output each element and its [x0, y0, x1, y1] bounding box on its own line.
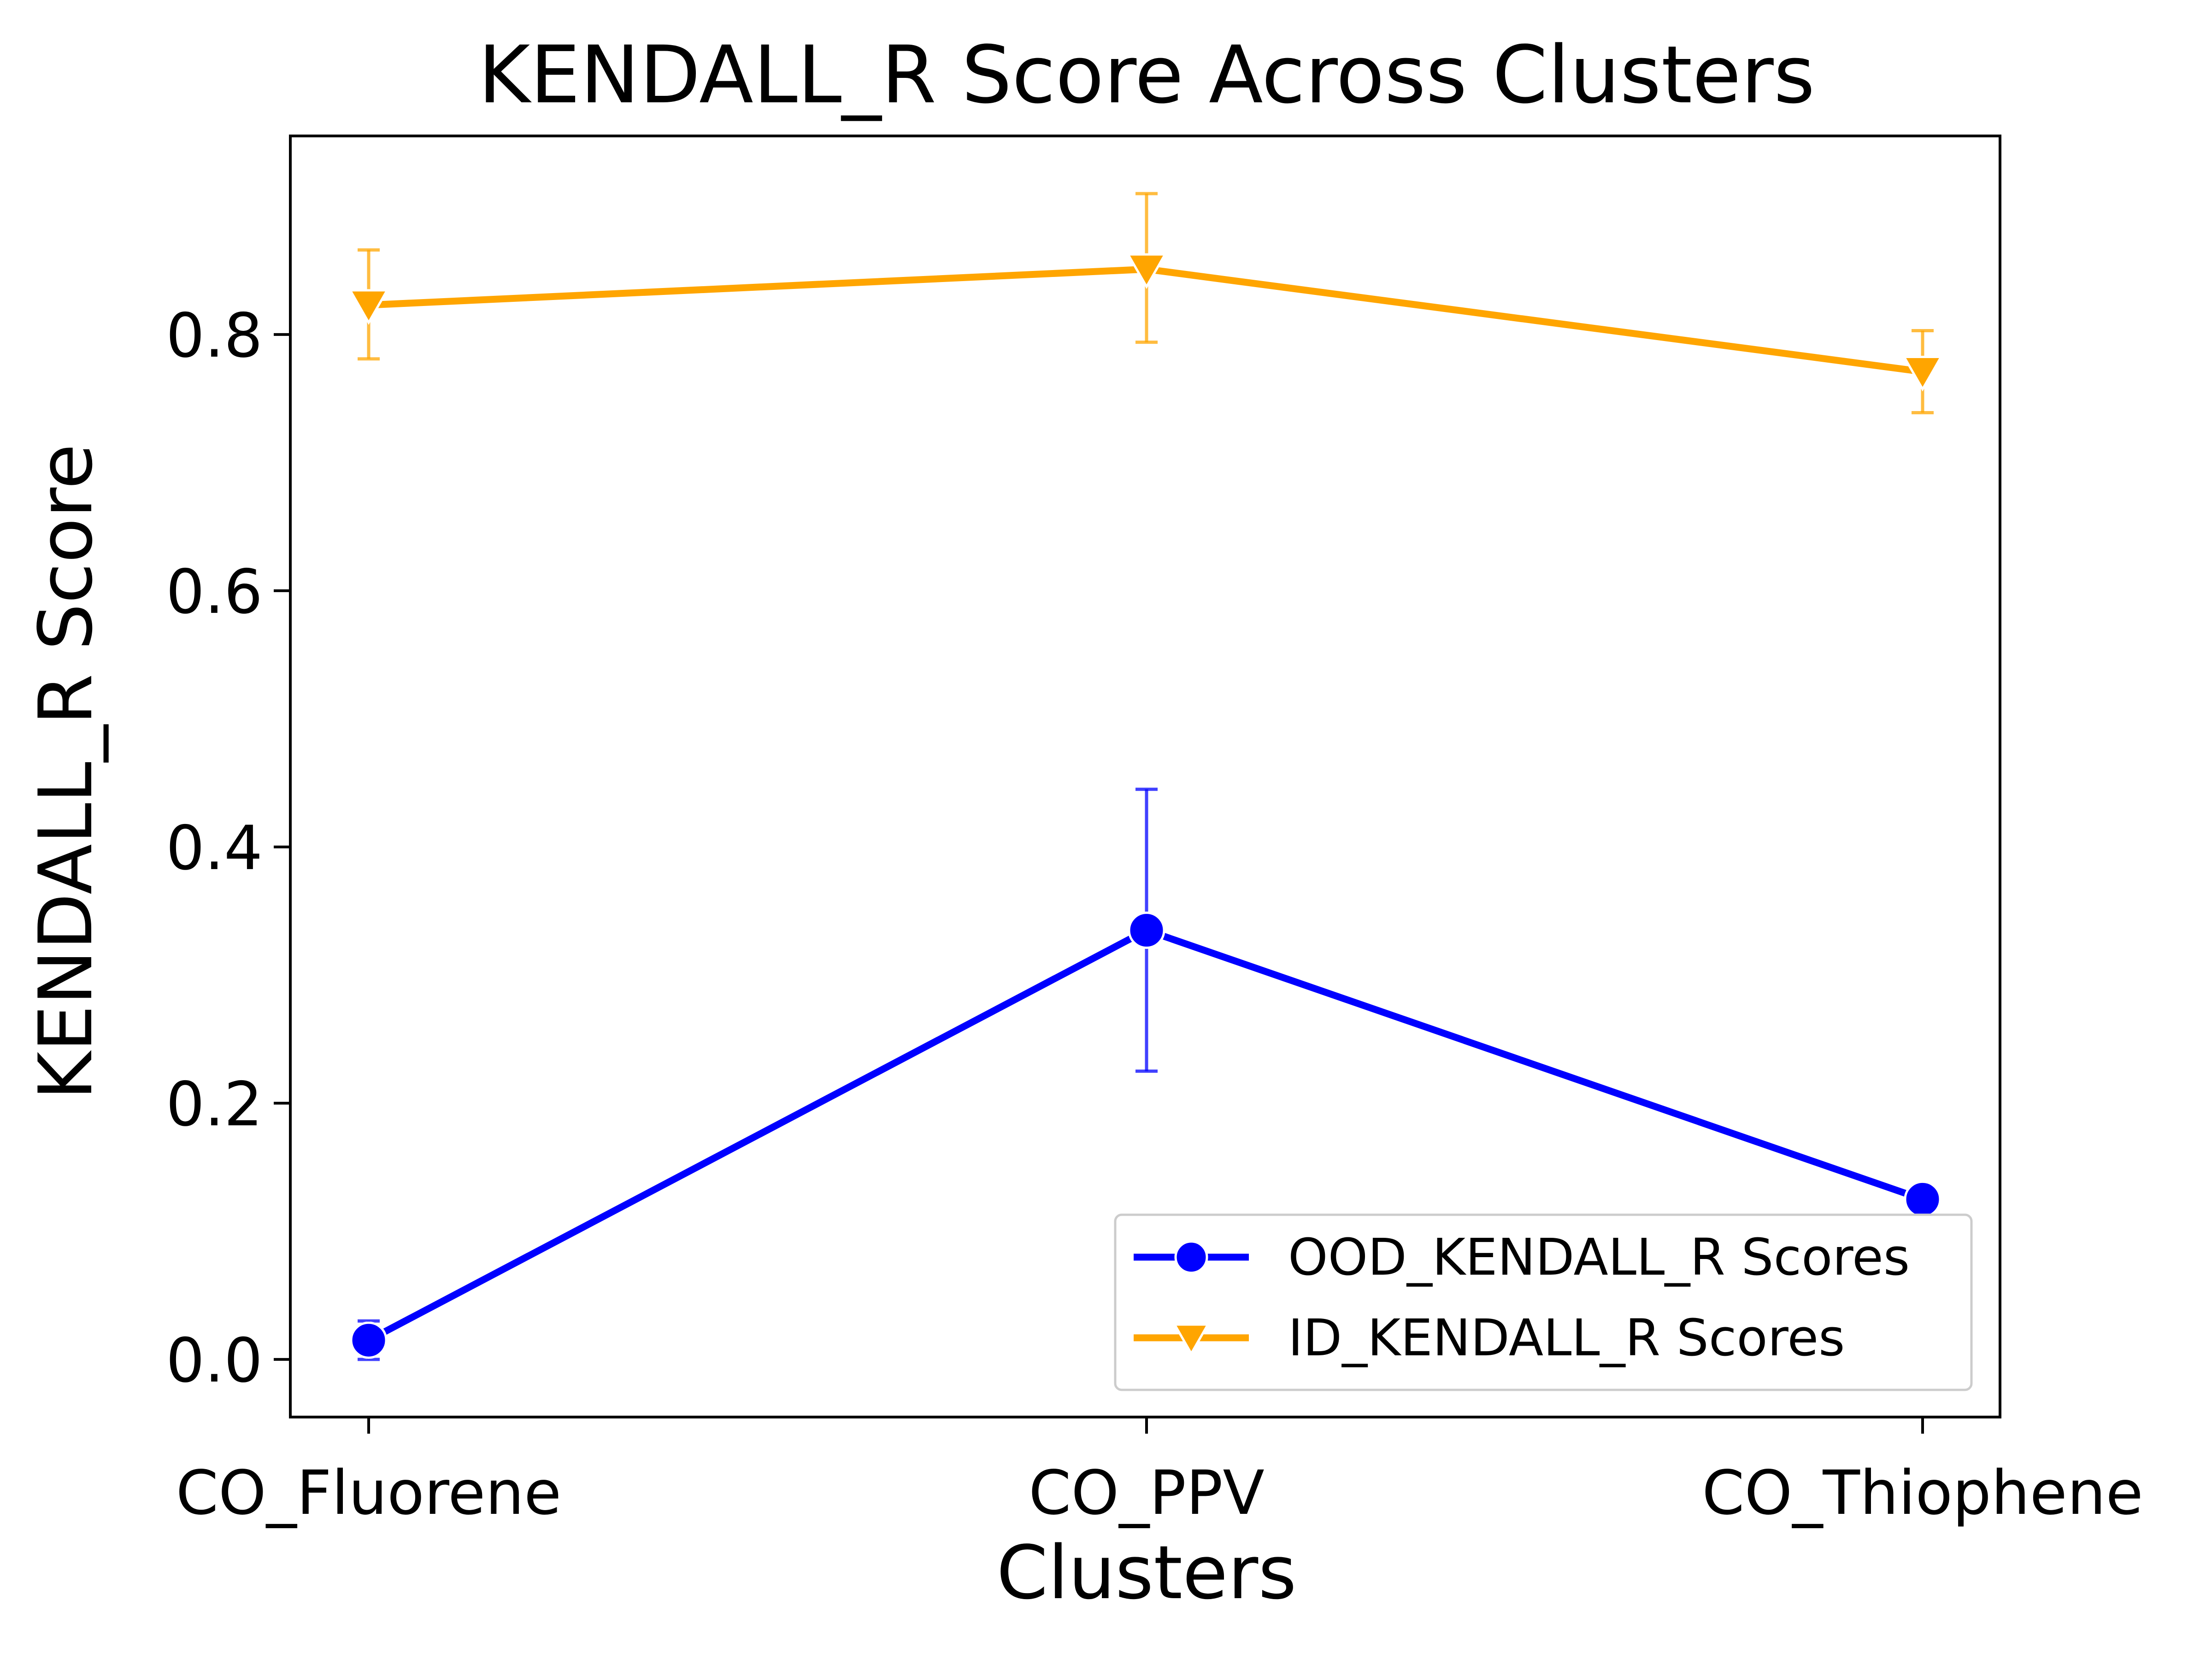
legend-item: OOD_KENDALL_R Scores [1134, 1228, 1910, 1287]
legend-box [1114, 1213, 1973, 1391]
data-point [1902, 356, 1943, 392]
legend-item: ID_KENDALL_R Scores [1134, 1308, 1845, 1367]
y-axis: 0.0 0.2 0.4 0.6 0.8 [166, 300, 290, 1396]
y-tick-label: 0.8 [166, 300, 263, 371]
legend-marker [1174, 1240, 1208, 1274]
x-axis-label: Clusters [996, 1530, 1296, 1616]
data-point [1128, 912, 1165, 949]
data-point [1126, 253, 1167, 289]
x-tick-label: CO_PPV [1029, 1458, 1265, 1529]
y-tick-label: 0.6 [166, 557, 263, 628]
legend-label: OOD_KENDALL_R Scores [1288, 1228, 1910, 1287]
legend: OOD_KENDALL_R Scores ID_KENDALL_R Scores [1114, 1213, 1973, 1391]
y-tick-label: 0.4 [166, 813, 263, 884]
series-id [348, 192, 1943, 414]
data-point [348, 289, 389, 325]
plot-area [348, 192, 1943, 1361]
x-tick-label: CO_Fluorene [176, 1458, 562, 1529]
plot-frame [289, 135, 2001, 1418]
legend-marker [1172, 1323, 1210, 1356]
x-axis: CO_Fluorene CO_PPV CO_Thiophene [176, 1417, 2143, 1529]
y-tick-label: 0.2 [166, 1069, 263, 1140]
legend-items: OOD_KENDALL_R Scores ID_KENDALL_R Scores [1134, 1228, 1910, 1367]
y-tick-label: 0.0 [166, 1325, 263, 1396]
series-ood [350, 788, 1941, 1361]
y-axis-label: KENDALL_R Score [23, 444, 109, 1100]
x-tick-label: CO_Thiophene [1702, 1458, 2143, 1529]
legend-label: ID_KENDALL_R Scores [1288, 1308, 1845, 1367]
data-point [350, 1321, 388, 1359]
chart-title: KENDALL_R Score Across Clusters [478, 29, 1815, 121]
data-point [1904, 1180, 1941, 1218]
